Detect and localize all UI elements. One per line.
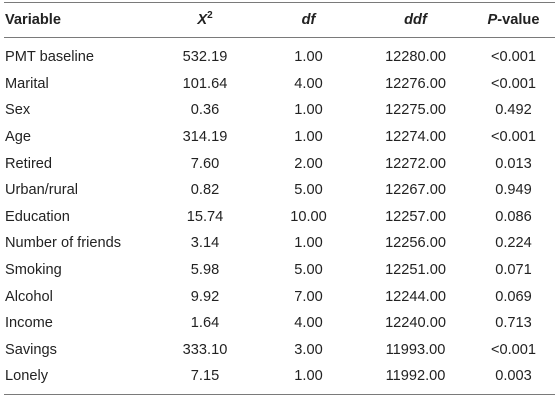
header-chi-square: X2 bbox=[152, 2, 258, 38]
cell-p-value: <0.001 bbox=[490, 49, 537, 66]
cell-ddf: 12272.00 bbox=[385, 155, 446, 172]
cell-ddf: 12240.00 bbox=[385, 315, 446, 332]
cell-p-value: 0.013 bbox=[495, 155, 532, 172]
header-p-symbol: P bbox=[487, 12, 498, 28]
cell-p-value: 0.003 bbox=[495, 368, 532, 385]
cell-chi-square: 7.15 bbox=[190, 368, 220, 385]
cell-variable: Education bbox=[5, 208, 70, 225]
table-row: Age 314.19 1.00 12274.00 <0.001 bbox=[4, 124, 555, 151]
cell-chi-square: 532.19 bbox=[182, 49, 228, 66]
cell-chi-square: 0.36 bbox=[190, 102, 220, 119]
cell-p-value: <0.001 bbox=[490, 341, 537, 358]
cell-df: 7.00 bbox=[294, 288, 323, 305]
cell-ddf: 12256.00 bbox=[385, 235, 446, 252]
header-row: Variable X2 df ddf P-value bbox=[4, 2, 555, 38]
cell-df: 10.00 bbox=[290, 208, 327, 225]
cell-ddf: 12267.00 bbox=[385, 182, 446, 199]
table-header: Variable X2 df ddf P-value bbox=[4, 2, 555, 38]
cell-p-value: 0.069 bbox=[495, 288, 532, 305]
cell-ddf: 12244.00 bbox=[385, 288, 446, 305]
table-row: Sex 0.36 1.00 12275.00 0.492 bbox=[4, 97, 555, 124]
cell-chi-square: 101.64 bbox=[182, 75, 228, 92]
table-row: Savings 333.10 3.00 11993.00 <0.001 bbox=[4, 337, 555, 364]
cell-variable: Sex bbox=[5, 102, 31, 119]
cell-variable: Marital bbox=[5, 75, 49, 92]
cell-df: 1.00 bbox=[294, 235, 323, 252]
cell-variable: Alcohol bbox=[5, 288, 53, 305]
cell-variable: Smoking bbox=[5, 262, 62, 279]
cell-df: 1.00 bbox=[294, 368, 323, 385]
table-row: Urban/rural 0.82 5.00 12267.00 0.949 bbox=[4, 177, 555, 204]
table-row: Smoking 5.98 5.00 12251.00 0.071 bbox=[4, 257, 555, 284]
cell-ddf: 12251.00 bbox=[385, 262, 446, 279]
cell-p-value: 0.071 bbox=[495, 262, 532, 279]
cell-p-value: 0.713 bbox=[495, 315, 532, 332]
cell-chi-square: 314.19 bbox=[182, 129, 228, 146]
cell-variable: Retired bbox=[5, 155, 53, 172]
cell-p-value: 0.224 bbox=[495, 235, 532, 252]
cell-df: 3.00 bbox=[294, 341, 323, 358]
table-row: Number of friends 3.14 1.00 12256.00 0.224 bbox=[4, 230, 555, 257]
header-variable: Variable bbox=[4, 2, 152, 38]
cell-chi-square: 7.60 bbox=[190, 155, 220, 172]
cell-p-value: 0.086 bbox=[495, 208, 532, 225]
cell-chi-square: 333.10 bbox=[182, 341, 228, 358]
cell-df: 4.00 bbox=[294, 75, 323, 92]
cell-ddf: 12274.00 bbox=[385, 129, 446, 146]
cell-chi-square: 9.92 bbox=[190, 288, 220, 305]
cell-ddf: 12275.00 bbox=[385, 102, 446, 119]
table-row: Income 1.64 4.00 12240.00 0.713 bbox=[4, 310, 555, 337]
cell-df: 2.00 bbox=[294, 155, 323, 172]
header-p-suffix: -value bbox=[497, 12, 540, 28]
header-chi-square-symbol: X bbox=[197, 12, 208, 28]
table-row: PMT baseline 532.19 1.00 12280.00 <0.001 bbox=[4, 38, 555, 71]
cell-variable: PMT baseline bbox=[5, 49, 94, 66]
table-row: Retired 7.60 2.00 12272.00 0.013 bbox=[4, 150, 555, 177]
header-ddf: ddf bbox=[359, 2, 472, 38]
cell-p-value: <0.001 bbox=[490, 129, 537, 146]
header-p-value: P-value bbox=[472, 2, 555, 38]
header-ddf-label: ddf bbox=[404, 12, 427, 28]
cell-df: 1.00 bbox=[294, 49, 323, 66]
cell-df: 4.00 bbox=[294, 315, 323, 332]
table-row: Lonely 7.15 1.00 11992.00 0.003 bbox=[4, 363, 555, 394]
cell-df: 5.00 bbox=[294, 182, 323, 199]
table-body: PMT baseline 532.19 1.00 12280.00 <0.001 Mari… bbox=[4, 38, 555, 394]
cell-chi-square: 1.64 bbox=[190, 315, 220, 332]
cell-df: 1.00 bbox=[294, 129, 323, 146]
cell-ddf: 12257.00 bbox=[385, 208, 446, 225]
header-df: df bbox=[258, 2, 359, 38]
cell-variable: Number of friends bbox=[5, 235, 121, 252]
cell-chi-square: 15.74 bbox=[186, 208, 224, 225]
table-bottom-rule bbox=[4, 393, 555, 395]
header-chi-square-exponent: 2 bbox=[207, 10, 213, 21]
results-table-container: Variable X2 df ddf P-value PMT baseline 5… bbox=[4, 2, 555, 395]
cell-ddf: 11992.00 bbox=[385, 368, 446, 385]
cell-variable: Savings bbox=[5, 341, 57, 358]
header-df-label: df bbox=[301, 12, 316, 28]
table-row: Education 15.74 10.00 12257.00 0.086 bbox=[4, 204, 555, 231]
cell-variable: Income bbox=[5, 315, 53, 332]
cell-ddf: 12276.00 bbox=[385, 75, 446, 92]
table-row: Alcohol 9.92 7.00 12244.00 0.069 bbox=[4, 283, 555, 310]
cell-variable: Age bbox=[5, 129, 31, 146]
cell-df: 5.00 bbox=[294, 262, 323, 279]
cell-p-value: <0.001 bbox=[490, 75, 537, 92]
cell-variable: Urban/rural bbox=[5, 182, 78, 199]
results-table: Variable X2 df ddf P-value PMT baseline 5… bbox=[4, 2, 555, 394]
cell-df: 1.00 bbox=[294, 102, 323, 119]
cell-p-value: 0.949 bbox=[495, 182, 532, 199]
cell-ddf: 11993.00 bbox=[385, 341, 446, 358]
cell-chi-square: 0.82 bbox=[190, 182, 220, 199]
cell-ddf: 12280.00 bbox=[385, 49, 446, 66]
table-row: Marital 101.64 4.00 12276.00 <0.001 bbox=[4, 71, 555, 98]
cell-p-value: 0.492 bbox=[495, 102, 532, 119]
cell-chi-square: 3.14 bbox=[190, 235, 220, 252]
cell-chi-square: 5.98 bbox=[190, 262, 220, 279]
cell-variable: Lonely bbox=[5, 368, 49, 385]
